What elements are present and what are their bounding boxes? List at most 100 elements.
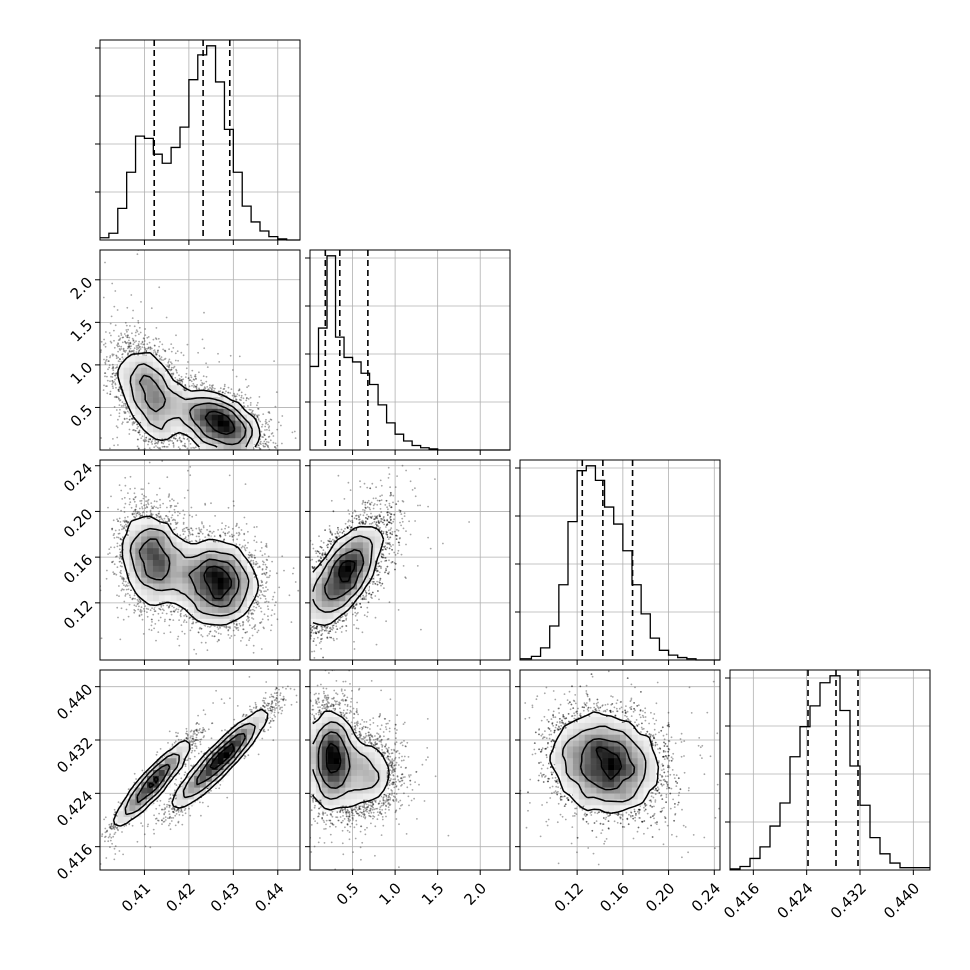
sample-point — [268, 702, 270, 705]
density-cell — [223, 426, 230, 433]
sample-point — [253, 637, 255, 639]
sample-point — [285, 656, 287, 658]
sample-point — [120, 569, 122, 572]
sample-point — [238, 355, 241, 358]
sample-point — [266, 605, 269, 608]
density-cell — [241, 444, 248, 450]
sample-point — [200, 531, 202, 533]
sample-point — [193, 648, 195, 651]
sample-point — [274, 446, 276, 448]
sample-point — [264, 691, 267, 694]
density-cell — [247, 426, 254, 433]
sample-point — [294, 596, 296, 598]
sample-point — [327, 702, 329, 704]
sample-point — [243, 754, 246, 757]
sample-point — [128, 594, 131, 597]
sample-point — [181, 811, 184, 813]
sample-point — [124, 403, 127, 405]
sample-point — [179, 614, 182, 616]
sample-point — [240, 396, 243, 399]
density-cell — [351, 536, 358, 543]
sample-point — [137, 602, 140, 605]
density-cell — [247, 583, 254, 590]
sample-point — [198, 371, 200, 374]
sample-point — [240, 451, 242, 453]
sample-point — [304, 528, 306, 530]
sample-point — [211, 384, 213, 387]
sample-point — [247, 398, 250, 400]
sample-point — [112, 825, 114, 828]
density-cell — [129, 787, 136, 794]
sample-point — [256, 401, 259, 404]
sample-point — [217, 529, 219, 531]
sample-point — [220, 633, 222, 635]
sample-point — [344, 527, 346, 530]
sample-point — [120, 509, 122, 512]
sample-point — [318, 813, 321, 815]
sample-point — [305, 610, 307, 612]
sample-point — [147, 440, 150, 443]
density-cell — [235, 734, 242, 741]
sample-point — [211, 386, 214, 388]
sample-point — [353, 517, 356, 520]
sample-point — [128, 336, 131, 339]
sample-point — [152, 613, 155, 616]
sample-point — [270, 629, 272, 632]
sample-point — [176, 521, 179, 524]
sample-point — [136, 510, 139, 513]
sample-point — [248, 637, 251, 639]
sample-point — [158, 510, 161, 513]
sample-point — [171, 452, 173, 454]
sample-point — [227, 386, 230, 389]
sample-point — [141, 618, 144, 621]
sample-point — [270, 709, 272, 712]
sample-point — [176, 809, 179, 811]
sample-point — [269, 720, 272, 723]
density-cell — [152, 554, 160, 561]
sample-point — [86, 303, 88, 305]
sample-point — [122, 853, 124, 856]
sample-point — [304, 606, 306, 608]
sample-point — [111, 367, 114, 370]
sample-point — [263, 573, 266, 575]
sample-point — [273, 591, 276, 594]
sample-point — [366, 611, 369, 614]
sample-point — [238, 531, 240, 534]
density-cell — [235, 420, 242, 427]
sample-point — [125, 824, 127, 827]
sample-point — [391, 548, 393, 551]
sample-point — [113, 828, 116, 830]
sample-point — [388, 552, 391, 555]
sample-point — [302, 608, 304, 610]
density-cell — [351, 571, 358, 578]
sample-point — [81, 882, 83, 884]
sample-point — [194, 375, 197, 378]
sample-point — [201, 667, 203, 669]
sample-point — [365, 595, 367, 598]
sample-point — [133, 512, 136, 515]
sample-point — [319, 545, 322, 548]
sample-point — [120, 334, 123, 336]
sample-point — [102, 389, 105, 391]
sample-point — [120, 555, 122, 558]
sample-point — [132, 429, 134, 432]
sample-point — [275, 697, 278, 700]
sample-point — [312, 640, 315, 642]
density-cell — [141, 379, 148, 386]
sample-point — [346, 527, 349, 529]
sample-point — [390, 506, 393, 509]
sample-point — [342, 646, 344, 648]
density-cell — [147, 373, 154, 380]
sample-point — [158, 607, 160, 610]
density-cell — [164, 414, 171, 421]
sample-point — [261, 699, 264, 702]
sample-point — [201, 522, 203, 525]
sample-point — [133, 515, 135, 518]
sample-point — [262, 461, 264, 463]
sample-point — [182, 523, 185, 525]
sample-point — [138, 349, 141, 352]
sample-point — [119, 524, 122, 526]
sample-point — [267, 702, 270, 705]
density-cell — [194, 571, 201, 578]
sample-point — [388, 521, 391, 524]
